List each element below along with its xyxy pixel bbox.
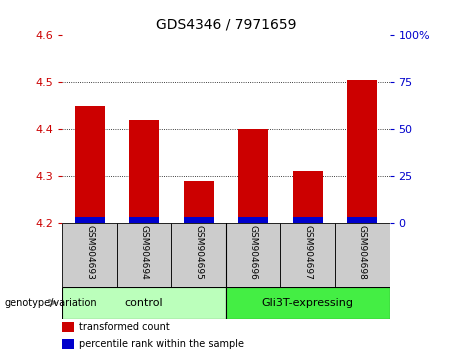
Text: control: control xyxy=(125,298,163,308)
Bar xyxy=(129,120,159,223)
Bar xyxy=(75,106,105,223)
Text: transformed count: transformed count xyxy=(79,322,170,332)
Text: percentile rank within the sample: percentile rank within the sample xyxy=(79,339,244,349)
Text: Gli3T-expressing: Gli3T-expressing xyxy=(262,298,354,308)
Text: GSM904694: GSM904694 xyxy=(140,225,148,280)
Bar xyxy=(62,223,117,287)
Bar xyxy=(171,223,226,287)
Title: GDS4346 / 7971659: GDS4346 / 7971659 xyxy=(156,17,296,32)
Bar xyxy=(238,129,268,223)
Bar xyxy=(347,217,377,223)
Bar xyxy=(129,217,159,223)
Bar xyxy=(183,217,213,223)
Bar xyxy=(62,322,74,332)
Text: GSM904693: GSM904693 xyxy=(85,225,94,280)
Text: GSM904698: GSM904698 xyxy=(358,225,367,280)
Bar xyxy=(183,181,213,223)
Bar xyxy=(62,339,74,349)
Bar xyxy=(226,287,390,319)
Bar xyxy=(293,171,323,223)
Bar xyxy=(75,217,105,223)
Bar xyxy=(293,217,323,223)
Text: genotype/variation: genotype/variation xyxy=(5,298,97,308)
Bar xyxy=(280,223,335,287)
Bar xyxy=(226,223,280,287)
Text: GSM904697: GSM904697 xyxy=(303,225,312,280)
Text: GSM904695: GSM904695 xyxy=(194,225,203,280)
Bar xyxy=(62,287,226,319)
Bar xyxy=(238,217,268,223)
Bar xyxy=(335,223,390,287)
Bar xyxy=(117,223,171,287)
Text: GSM904696: GSM904696 xyxy=(248,225,258,280)
Bar xyxy=(347,80,377,223)
